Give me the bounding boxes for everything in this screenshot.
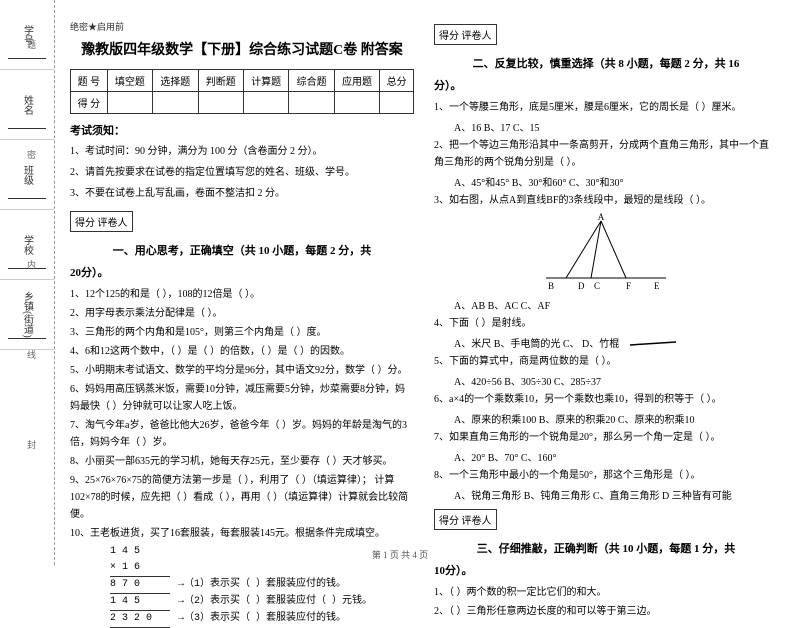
section-title: 一、用心思考，正确填空（共 10 小题，每题 2 分，共	[70, 242, 414, 258]
question: 2、把一个等边三角形沿其中一条高剪开，分成两个直角三角形，其中一个直角三角形的两…	[434, 137, 778, 171]
question: 7、如果直角三角形的一个锐角是20°，那么另一个角一定是（ ）。	[434, 429, 778, 446]
score-header: 题 号	[71, 70, 108, 92]
score-box: 得分 评卷人	[434, 24, 497, 45]
svg-text:A: A	[598, 213, 605, 222]
score-box: 得分 评卷人	[70, 211, 133, 232]
section-title-cont: 20分）。	[70, 264, 414, 280]
calc-note: （2）表示买（ ）套服装应付（ ）元钱。	[184, 596, 372, 607]
calc-line: 8 7 0	[110, 577, 170, 594]
question: 8、一个三角形中最小的一个角是50°，那这个三角形是（ ）。	[434, 467, 778, 484]
score-header: 判断题	[198, 70, 243, 92]
page-footer: 第 1 页 共 4 页	[0, 548, 800, 561]
question: 6、a×4的一个乘数乘10，另一个乘数也乘10，得到的积等于（ ）。	[434, 391, 778, 408]
question: 4、下面（ ）是射线。	[434, 315, 778, 332]
notice-item: 1、考试时间：90 分钟，满分为 100 分（含卷面分 2 分）。	[70, 144, 414, 160]
bind-label: 班级	[20, 165, 35, 185]
exam-title: 豫教版四年级数学【下册】综合练习试题C卷 附答案	[70, 39, 414, 59]
question: 2、（ ）三角形任意两边长度的和可以等于第三边。	[434, 603, 778, 620]
right-column: 得分 评卷人 二、反复比较，慎重选择（共 8 小题，每题 2 分，共 16 分）…	[424, 20, 788, 557]
options: A、16 B、17 C、15	[454, 119, 778, 134]
seam-char: 内	[25, 260, 38, 269]
bind-label: 乡镇(街道)	[20, 291, 35, 338]
secret-mark: 绝密★启用前	[70, 20, 414, 33]
binding-margin: 学号 姓名 班级 学校 乡镇(街道) 题 密 内 线 封	[0, 0, 55, 565]
bind-label: 学校	[20, 235, 35, 255]
score-header: 应用题	[334, 70, 379, 92]
svg-text:C: C	[594, 281, 600, 291]
score-header: 计算题	[243, 70, 288, 92]
options: A、420÷56 B、305÷30 C、285÷37	[454, 373, 778, 388]
svg-text:E: E	[654, 281, 660, 291]
calc-line: 1 4 5	[110, 594, 170, 611]
seam-char: 题	[25, 40, 38, 49]
left-column: 绝密★启用前 豫教版四年级数学【下册】综合练习试题C卷 附答案 题 号 填空题 …	[60, 20, 424, 557]
section-title-cont: 10分）。	[434, 562, 778, 578]
score-table: 题 号 填空题 选择题 判断题 计算题 综合题 应用题 总分 得 分	[70, 69, 414, 114]
question: 10、王老板进货，买了16套服装，每套服装145元。根据条件完成填空。	[70, 525, 414, 542]
question: 7、淘气今年a岁，爸爸比他大26岁，爸爸今年（ ）岁。妈妈的年龄是淘气的3倍，妈…	[70, 417, 414, 451]
question: 4、6和12这两个数中，（ ）是（ ）的倍数，（ ）是（ ）的因数。	[70, 343, 414, 360]
question: 5、小明期末考试语文、数学的平均分是96分，其中语文92分，数学（ ）分。	[70, 362, 414, 379]
score-header: 综合题	[289, 70, 334, 92]
question: 3、三角形的两个内角和是105°，则第三个内角是（ ）度。	[70, 324, 414, 341]
options: A、米尺 B、手电筒的光 C、 D、竹棍	[454, 335, 778, 350]
options: A、原来的积乘100 B、原来的积乘20 C、原来的积乘10	[454, 411, 778, 426]
notice-item: 3、不要在试卷上乱写乱画，卷面不整洁扣 2 分。	[70, 186, 414, 202]
question: 6、妈妈用高压锅蒸米饭，需要10分钟，减压需要5分钟，炒菜需要8分钟，妈妈最快（…	[70, 381, 414, 415]
section-title-cont: 分）。	[434, 77, 778, 93]
question: 9、25×76×76×75的简便方法第一步是（ ），利用了（ ）（填运算律）； …	[70, 472, 414, 523]
triangle-diagram: A B D C F E	[536, 213, 676, 293]
question: 1、12个125的和是（ ），108的12倍是（ ）。	[70, 286, 414, 303]
seam-char: 密	[25, 150, 38, 159]
score-row-label: 得 分	[71, 92, 108, 114]
question: 2、用字母表示乘法分配律是（ ）。	[70, 305, 414, 322]
calc-line: 2 3 2 0	[110, 611, 170, 628]
svg-text:F: F	[626, 281, 631, 291]
bind-label: 姓名	[20, 95, 35, 115]
question: 1、（ ）两个数的积一定比它们的和大。	[434, 584, 778, 601]
score-header: 选择题	[153, 70, 198, 92]
score-header: 总分	[380, 70, 414, 92]
options: A、45°和45° B、30°和60° C、30°和30°	[454, 174, 778, 189]
calc-note: （3）表示买（ ）套服装应付的钱。	[184, 613, 346, 624]
question: 8、小丽买一部635元的学习机，她每天存25元，至少要存（ ）天才够买。	[70, 453, 414, 470]
svg-text:B: B	[548, 281, 554, 291]
line-segment-icon	[628, 340, 678, 350]
notice-heading: 考试须知：	[70, 122, 414, 138]
question: 5、下面的算式中，商是两位数的是（ ）。	[434, 353, 778, 370]
score-box: 得分 评卷人	[434, 509, 497, 530]
options: A、锐角三角形 B、钝角三角形 C、直角三角形 D 三种皆有可能	[454, 487, 778, 502]
calc-note: （1）表示买（ ）套服装应付的钱。	[184, 579, 346, 590]
question: 3、如右图，从点A到直线BF的3条线段中，最短的是线段（ ）。	[434, 192, 778, 209]
question: 1、一个等腰三角形，底是5厘米，腰是6厘米，它的周长是（ ）厘米。	[434, 99, 778, 116]
seam-char: 线	[25, 350, 38, 359]
options: A、AB B、AC C、AF	[454, 297, 778, 312]
svg-text:D: D	[578, 281, 585, 291]
calc-line: × 1 6	[110, 560, 170, 577]
notice-item: 2、请首先按要求在试卷的指定位置填写您的姓名、班级、学号。	[70, 165, 414, 181]
score-header: 填空题	[107, 70, 152, 92]
section-title: 二、反复比较，慎重选择（共 8 小题，每题 2 分，共 16	[434, 55, 778, 71]
options: A、20° B、70° C、160°	[454, 449, 778, 464]
seam-char: 封	[25, 440, 38, 449]
